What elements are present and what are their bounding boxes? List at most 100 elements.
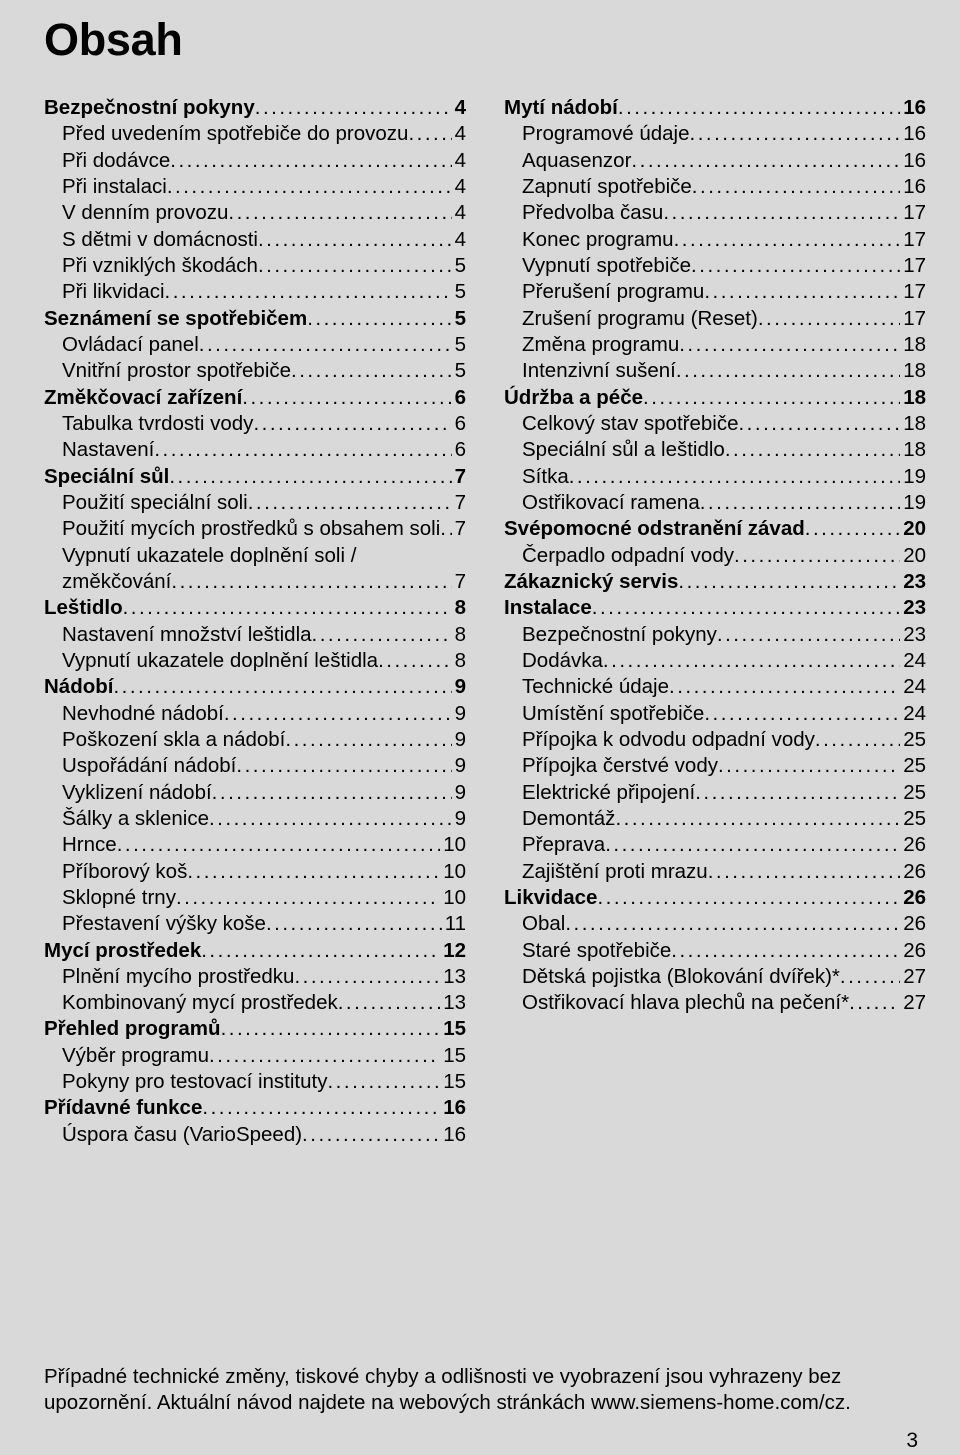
toc-dots (849, 990, 900, 1016)
toc-dots (663, 200, 900, 226)
toc-dots (236, 753, 451, 779)
toc-page: 20 (900, 516, 926, 542)
toc-item: Kombinovaný mycí prostředek 13 (44, 990, 466, 1016)
toc-dots (669, 674, 900, 700)
toc-item: Uspořádání nádobí 9 (44, 753, 466, 779)
toc-item: Nevhodné nádobí 9 (44, 701, 466, 727)
toc-item: Ostřikovací hlava plechů na pečení* 27 (504, 990, 926, 1016)
toc-label: Bezpečnostní pokyny (522, 622, 717, 648)
toc-label: Leštidlo (44, 595, 123, 621)
toc-item: Hrnce 10 (44, 832, 466, 858)
toc-page: 27 (900, 990, 926, 1016)
toc-section: Leštidlo8 (44, 595, 466, 621)
toc-item: Ovládací panel 5 (44, 332, 466, 358)
toc-item: Zapnutí spotřebiče 16 (504, 174, 926, 200)
toc-page: 18 (900, 358, 926, 384)
toc-dots (718, 753, 900, 779)
toc-label: Ostřikovací hlava plechů na pečení* (522, 990, 849, 1016)
toc-item: Celkový stav spotřebiče 18 (504, 411, 926, 437)
toc-dots (187, 859, 440, 885)
toc-page: 4 (452, 227, 466, 253)
toc-item: Elektrické připojení 25 (504, 780, 926, 806)
toc-dots (700, 490, 900, 516)
toc-columns: Bezpečnostní pokyny4Před uvedením spotře… (44, 95, 920, 1148)
toc-label: Sítka (522, 464, 569, 490)
toc-item: Plnění mycího prostředku 13 (44, 964, 466, 990)
toc-dots (255, 95, 452, 121)
toc-label: Nevhodné nádobí (62, 701, 224, 727)
toc-item: Nastavení 6 (44, 437, 466, 463)
toc-dots (248, 490, 452, 516)
toc-dots (228, 200, 451, 226)
toc-item: Přestavení výšky koše 11 (44, 911, 466, 937)
toc-dots (209, 806, 452, 832)
toc-page: 19 (900, 464, 926, 490)
toc-dots (565, 911, 900, 937)
toc-dots (603, 648, 900, 674)
toc-label: Nádobí (44, 674, 113, 700)
toc-dots (202, 1095, 440, 1121)
toc-page: 9 (452, 753, 466, 779)
toc-label: Zajištění proti mrazu (522, 859, 708, 885)
toc-page: 26 (900, 832, 926, 858)
toc-page: 25 (900, 727, 926, 753)
toc-item: Pokyny pro testovací instituty 15 (44, 1069, 466, 1095)
toc-dots (171, 569, 451, 595)
toc-dots (258, 253, 452, 279)
toc-page: 16 (900, 148, 926, 174)
toc-page: 26 (900, 938, 926, 964)
toc-label: Speciální sůl (44, 464, 169, 490)
toc-dots (201, 938, 440, 964)
toc-dots (408, 121, 451, 147)
toc-label: Speciální sůl a leštidlo (522, 437, 725, 463)
toc-page: 19 (900, 490, 926, 516)
toc-label: Přehled programů (44, 1016, 221, 1042)
toc-label: Kombinovaný mycí prostředek (62, 990, 338, 1016)
toc-page: 17 (900, 306, 926, 332)
toc-item: Při dodávce 4 (44, 148, 466, 174)
toc-page: 9 (452, 780, 466, 806)
toc-page: 25 (900, 780, 926, 806)
toc-item: Použití speciální soli 7 (44, 490, 466, 516)
toc-label: Svépomocné odstranění závad (504, 516, 805, 542)
toc-label: Při instalaci (62, 174, 167, 200)
toc-label: V denním provozu (62, 200, 228, 226)
toc-page: 5 (452, 306, 466, 332)
toc-page: 9 (452, 806, 466, 832)
toc-dots (294, 964, 440, 990)
toc-page: 17 (900, 253, 926, 279)
toc-item: Sítka 19 (504, 464, 926, 490)
toc-page: 8 (452, 622, 466, 648)
toc-label: Použití speciální soli (62, 490, 248, 516)
toc-label: Zapnutí spotřebiče (522, 174, 692, 200)
toc-dots (643, 385, 900, 411)
toc-item: Šálky a sklenice 9 (44, 806, 466, 832)
toc-item: Při instalaci 4 (44, 174, 466, 200)
toc-page: 4 (452, 95, 466, 121)
toc-label: Aquasenzor (522, 148, 631, 174)
toc-label: Přerušení programu (522, 279, 704, 305)
toc-page: 7 (452, 490, 466, 516)
toc-label: Umístění spotřebiče (522, 701, 704, 727)
toc-dots (758, 306, 900, 332)
toc-page: 16 (440, 1095, 466, 1121)
toc-item: Před uvedením spotřebiče do provozu 4 (44, 121, 466, 147)
toc-item: Staré spotřebiče 26 (504, 938, 926, 964)
toc-page: 10 (440, 832, 466, 858)
toc-section: Mycí prostředek12 (44, 938, 466, 964)
toc-section: Přehled programů15 (44, 1016, 466, 1042)
toc-dots (327, 1069, 440, 1095)
toc-item: Sklopné trny 10 (44, 885, 466, 911)
toc-dots (113, 674, 451, 700)
toc-label: Vypnutí spotřebiče (522, 253, 691, 279)
toc-page: 16 (440, 1122, 466, 1148)
toc-label: Zákaznický servis (504, 569, 678, 595)
toc-item: Při likvidaci 5 (44, 279, 466, 305)
toc-page: 5 (452, 279, 466, 305)
page-title: Obsah (44, 14, 920, 66)
toc-label: Výběr programu (62, 1043, 209, 1069)
toc-dots (678, 569, 900, 595)
toc-dots (569, 464, 900, 490)
toc-label: Demontáž (522, 806, 615, 832)
toc-item: Zajištění proti mrazu 26 (504, 859, 926, 885)
